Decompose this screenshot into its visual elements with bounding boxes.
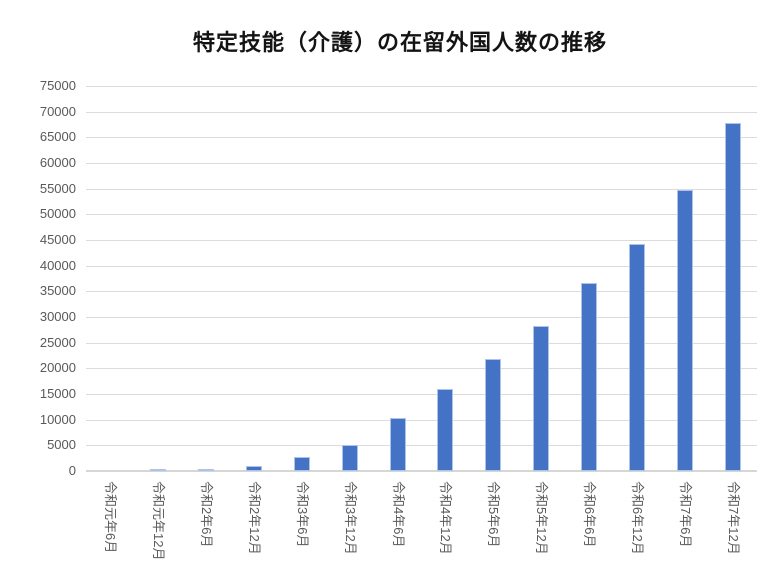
gridline [86, 240, 757, 241]
y-axis-tick-label: 30000 [39, 309, 76, 324]
bar-令和2年12月 [246, 466, 262, 471]
bar-令和3年12月 [342, 445, 358, 471]
chart-title: 特定技能（介護）の在留外国人数の推移 [192, 30, 607, 55]
bar-令和2年6月 [198, 469, 214, 471]
gridline [86, 419, 757, 421]
x-axis-tick-label: 令和3年12月 [343, 481, 358, 555]
bar-令和5年6月 [485, 359, 501, 471]
x-axis-tick-label: 令和3年6月 [295, 481, 310, 548]
x-axis-tick-label: 令和7年12月 [726, 481, 741, 555]
x-axis-tick-label: 令和元年12月 [151, 481, 166, 561]
y-axis-tick-label: 25000 [39, 334, 76, 350]
x-axis-tick-label: 令和4年12月 [438, 481, 453, 555]
y-axis-tick-label: 60000 [39, 155, 76, 170]
gridline [86, 342, 757, 344]
x-axis-tick-label: 令和元年6月 [103, 481, 118, 554]
x-axis-tick-label: 令和2年6月 [199, 481, 214, 548]
gridline [86, 137, 757, 139]
gridline [86, 163, 757, 164]
bar-令和7年6月 [677, 190, 693, 471]
gridline [86, 111, 757, 113]
gridline [86, 188, 757, 190]
x-axis-tick-label: 令和5年12月 [534, 481, 549, 555]
y-axis-tick-label: 50000 [39, 206, 76, 222]
y-axis-tick-label: 45000 [39, 232, 76, 247]
y-axis-tick-label: 0 [68, 463, 76, 478]
bar-令和7年12月 [725, 123, 741, 471]
y-axis-tick-label: 15000 [39, 386, 76, 401]
x-axis-tick-label: 令和7年6月 [678, 481, 693, 548]
bar-令和4年6月 [390, 418, 406, 471]
y-axis-tick-label: 35000 [39, 283, 76, 299]
gridline [86, 317, 757, 318]
x-axis-tick-label: 令和2年12月 [247, 481, 262, 555]
y-axis-tick-label: 75000 [39, 78, 76, 93]
y-axis-tick-label: 70000 [39, 103, 76, 119]
bar-令和元年12月 [150, 469, 166, 471]
y-axis-tick-label: 65000 [39, 129, 76, 145]
gridline [86, 291, 757, 293]
x-axis-tick-label: 令和6年12月 [630, 481, 645, 555]
y-axis-tick-label: 40000 [39, 257, 76, 273]
x-axis-tick-label: 令和4年6月 [391, 481, 406, 548]
bar-令和6年12月 [629, 244, 645, 471]
gridline [86, 265, 757, 267]
gridline [86, 86, 757, 87]
gridline [86, 368, 757, 370]
x-axis-tick-label: 令和5年6月 [486, 481, 501, 548]
gridline [86, 445, 757, 447]
bar-令和3年6月 [294, 457, 310, 471]
bar-令和4年12月 [437, 389, 453, 471]
bar-令和5年12月 [533, 326, 549, 471]
y-axis-tick-label: 10000 [39, 411, 76, 427]
y-axis-tick-label: 5000 [47, 437, 76, 453]
y-axis-tick-label: 20000 [39, 360, 76, 376]
gridline [86, 394, 757, 395]
bar-令和6年6月 [581, 283, 597, 471]
gridline [86, 214, 757, 216]
x-axis-line [86, 470, 757, 472]
y-axis-tick-label: 55000 [39, 180, 76, 196]
x-axis-tick-label: 令和6年6月 [582, 481, 597, 548]
